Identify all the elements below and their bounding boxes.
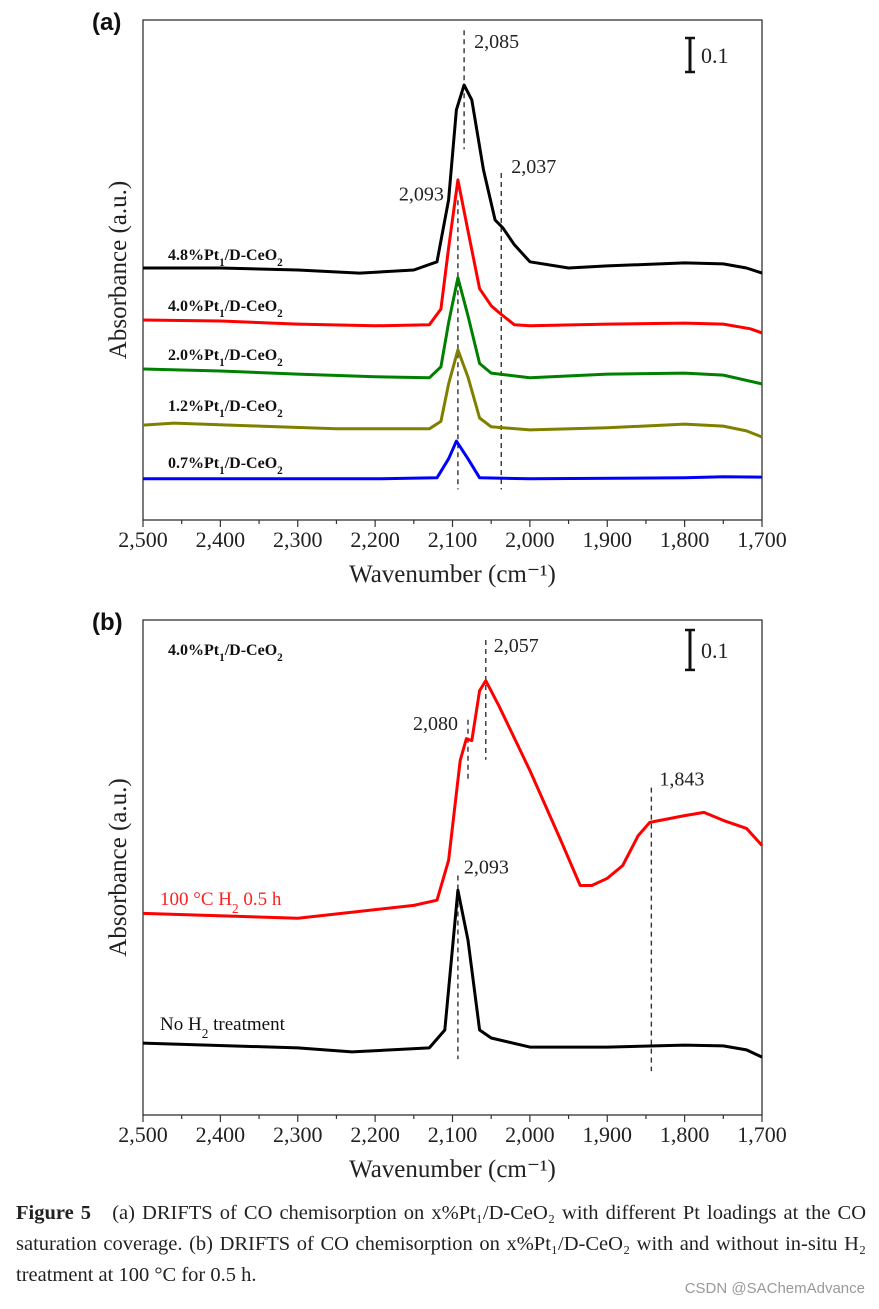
series-label: 4.0%Pt1/D-CeO2 [168, 298, 283, 320]
x-tick-label: 2,100 [428, 1122, 478, 1147]
series-label: 4.8%Pt1/D-CeO2 [168, 247, 283, 269]
series-line-2 [142, 276, 763, 386]
peak-label: 1,843 [659, 769, 704, 791]
x-tick-label: 2,300 [273, 527, 323, 552]
series-label: 0.7%Pt1/D-CeO2 [168, 455, 283, 477]
x-tick-label: 1,800 [660, 527, 710, 552]
x-tick-label: 2,400 [196, 527, 246, 552]
series-line-0 [143, 83, 763, 275]
x-tick-label: 2,300 [273, 1122, 323, 1147]
series-line-4 [143, 439, 763, 481]
x-tick-label: 1,700 [737, 1122, 787, 1147]
x-axis-label: Wavenumber (cm⁻¹) [349, 561, 556, 588]
x-tick-label: 2,500 [118, 1122, 168, 1147]
chart-panel-b: 2,500 2,400 2,300 2,200 2,100 2,000 1,900 1,800… [92, 609, 787, 1183]
x-tick-label: 2,000 [505, 1122, 555, 1147]
x-tick-label: 1,700 [737, 527, 787, 552]
caption-line-3: x%Pt₁/D-CeO₂ with and without in-situ H₂… [16, 1233, 867, 1286]
peak-label: 2,037 [511, 156, 556, 178]
panel-label: (a) [92, 9, 121, 36]
x-axis-label: Wavenumber (cm⁻¹) [349, 1156, 556, 1183]
peak-label: 2,085 [474, 31, 519, 53]
peak-label: 2,093 [399, 183, 444, 205]
chart-panel-a: 2,500 2,400 2,300 2,200 2,100 2,000 1,900 1,800… [92, 9, 787, 588]
series-label: No H2 treatment [160, 1014, 286, 1041]
x-tick-label: 2,000 [505, 527, 555, 552]
caption-label: Figure 5 [16, 1202, 92, 1224]
watermark: CSDN @SAChemAdvance [684, 1280, 865, 1297]
caption-line-1: (a) DRIFTS of CO chemisorption on x%Pt₁/… [112, 1202, 700, 1224]
peak-label: 2,093 [464, 856, 509, 878]
series-line-1 [142, 178, 763, 335]
y-axis-label: Absorbance (a.u.) [105, 181, 132, 359]
series-line-0 [142, 679, 764, 920]
series-label: 1.2%Pt1/D-CeO2 [168, 398, 283, 420]
peak-label: 2,057 [494, 635, 539, 657]
x-tick-label: 2,100 [428, 527, 478, 552]
series-label: 2.0%Pt1/D-CeO2 [168, 347, 283, 369]
y-axis-label: Absorbance (a.u.) [105, 778, 132, 956]
peak-label: 2,080 [413, 713, 458, 735]
x-tick-label: 1,900 [583, 527, 633, 552]
x-tick-label: 2,200 [350, 527, 400, 552]
x-tick-label: 1,800 [660, 1122, 710, 1147]
x-tick-label: 1,900 [583, 1122, 633, 1147]
x-tick-label: 2,200 [350, 1122, 400, 1147]
plot-frame [142, 19, 763, 521]
plot-frame [142, 619, 763, 1116]
series-label: 100 °C H2 0.5 h [160, 889, 282, 916]
panel-label: (b) [92, 609, 123, 636]
x-tick-label: 2,500 [118, 527, 168, 552]
series-line-3 [142, 348, 763, 439]
scale-bar-label: 0.1 [701, 43, 729, 68]
series-line-1 [142, 888, 763, 1059]
caption-line-2: loadings at the CO saturation coverage. … [16, 1202, 867, 1255]
scale-bar-label: 0.1 [701, 638, 729, 663]
x-tick-label: 2,400 [196, 1122, 246, 1147]
figure-caption: Figure 5 (a) DRIFTS of CO chemisorption … [16, 1198, 866, 1291]
panel-title: 4.0%Pt1/D-CeO2 [168, 642, 283, 664]
